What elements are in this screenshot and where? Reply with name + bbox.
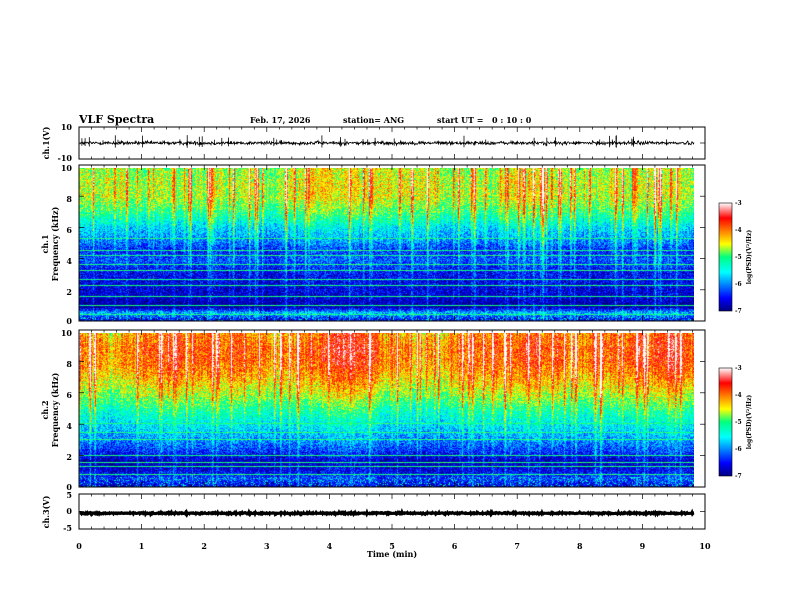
colorbar-tick-label: -3 — [735, 200, 742, 207]
ch1-waveform-trace — [79, 139, 695, 147]
colorbar-tick-label: -4 — [735, 392, 742, 399]
start-ut-label: start UT = — [437, 115, 484, 125]
x-axis-label: Time (min) — [367, 549, 417, 559]
x-tick-labels: 0 1 2 3 4 5 6 7 8 9 10 — [76, 541, 711, 551]
y-tick-label: 10 — [61, 163, 73, 173]
x-tick-label: 8 — [577, 541, 583, 551]
y-tick-label: 10 — [61, 122, 73, 132]
colorbar-tick-label: -3 — [735, 365, 742, 372]
panel-ch3-waveform: 5 0 -5 ch.3(V) 0 1 2 3 4 5 6 7 8 9 10 Ti… — [41, 490, 711, 559]
y-tick-label: -5 — [63, 523, 72, 533]
panel-ticks — [78, 329, 706, 488]
x-tick-label: 9 — [640, 541, 646, 551]
x-tick-label: 6 — [452, 541, 458, 551]
panel-ch2-spectrogram: 0 2 4 6 8 10 ch.2 Frequency (kHz) -3 -4 … — [40, 328, 753, 492]
panel-ticks — [78, 126, 706, 160]
panel-ch1-spectrogram: 0 2 4 6 8 10 ch.1 Frequency (kHz) -3 -4 … — [40, 163, 753, 326]
y-tick-label: 8 — [66, 194, 72, 204]
y-tick-label: 5 — [66, 490, 72, 500]
channel-label: ch.2 — [40, 400, 50, 419]
ch1-spectrogram-image — [79, 168, 694, 321]
x-tick-label: 4 — [327, 541, 333, 551]
station-label: station= ANG — [343, 115, 404, 125]
y-tick-label: 4 — [66, 256, 72, 266]
x-tick-label: 1 — [139, 541, 145, 551]
x-tick-label: 5 — [389, 541, 395, 551]
y-tick-label: 8 — [66, 359, 72, 369]
ch1-waveform-spikes — [81, 135, 667, 148]
panel-ticks — [78, 164, 706, 322]
ch3-waveform-trace — [79, 507, 695, 519]
x-tick-label: 0 — [76, 541, 82, 551]
colorbar-gradient — [718, 367, 733, 477]
x-tick-label: 2 — [201, 541, 207, 551]
y-tick-label: 10 — [61, 328, 73, 338]
y-tick-label: 4 — [66, 421, 72, 431]
y-tick-label: 6 — [66, 225, 72, 235]
x-tick-label: 7 — [514, 541, 520, 551]
colorbar-tick-label: -5 — [735, 419, 742, 426]
y-tick-label: 6 — [66, 390, 72, 400]
y-axis-label: Frequency (kHz) — [50, 206, 60, 281]
y-tick-label: 2 — [66, 452, 72, 462]
colorbar-tick-label: -6 — [735, 446, 742, 453]
y-tick-label: -10 — [58, 153, 73, 163]
y-axis-label: Frequency (kHz) — [50, 372, 60, 447]
ch2-spectrogram-image — [79, 333, 694, 487]
channel-label: ch.1 — [40, 234, 50, 253]
colorbar-tick-label: -7 — [735, 308, 742, 315]
chart-title: VLF Spectra — [78, 113, 154, 126]
x-tick-label: 3 — [264, 541, 270, 551]
y-tick-label: 2 — [66, 287, 72, 297]
y-axis-label: ch.1(V) — [41, 126, 51, 159]
colorbar-label: log(PSD)(V²/Hz) — [746, 395, 753, 450]
colorbar-tick-label: -7 — [735, 473, 742, 480]
start-ut-value: 0 : 10 : 0 — [492, 115, 532, 125]
panel-ch1-waveform: 10 -10 ch.1(V) — [41, 122, 706, 163]
y-tick-label: 0 — [66, 316, 72, 326]
y-axis-label: ch.3(V) — [41, 495, 51, 528]
date-label: Feb. 17, 2026 — [250, 115, 311, 125]
colorbar-ch1: -3 -4 -5 -6 -7 log(PSD)(V²/Hz) — [718, 200, 753, 315]
x-tick-label: 10 — [699, 541, 711, 551]
colorbar-tick-label: -6 — [735, 281, 742, 288]
colorbar-label: log(PSD)(V²/Hz) — [746, 230, 753, 285]
colorbar-gradient — [718, 202, 733, 312]
colorbar-tick-label: -4 — [735, 227, 742, 234]
panel-ticks — [78, 493, 706, 530]
y-tick-label: 0 — [66, 506, 72, 516]
colorbar-ch2: -3 -4 -5 -6 -7 log(PSD)(V²/Hz) — [718, 365, 753, 480]
y-tick-label: 0 — [66, 482, 72, 492]
colorbar-tick-label: -5 — [735, 254, 742, 261]
